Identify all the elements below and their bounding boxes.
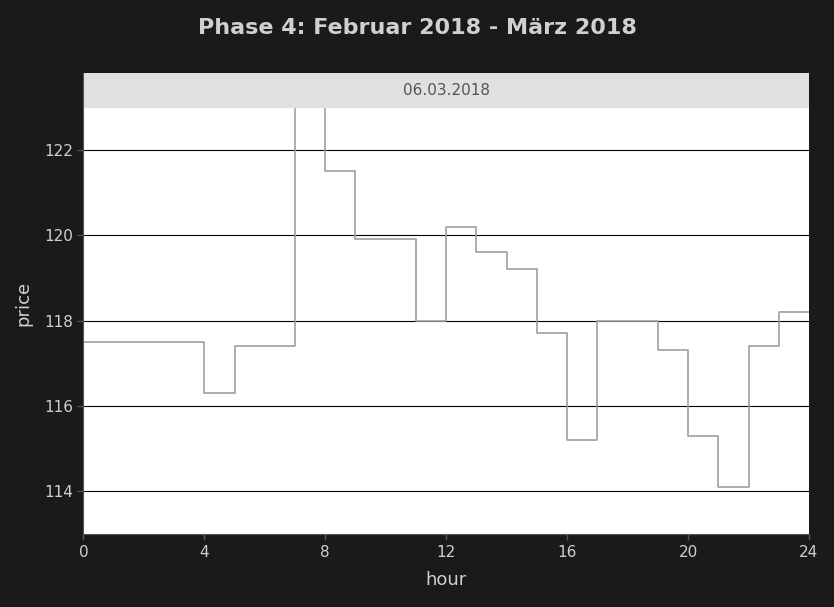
X-axis label: hour: hour [425, 571, 467, 589]
Bar [83, 73, 809, 107]
Y-axis label: price: price [15, 281, 33, 326]
Text: Phase 4: Februar 2018 - März 2018: Phase 4: Februar 2018 - März 2018 [198, 18, 636, 38]
Text: 06.03.2018: 06.03.2018 [403, 83, 490, 98]
